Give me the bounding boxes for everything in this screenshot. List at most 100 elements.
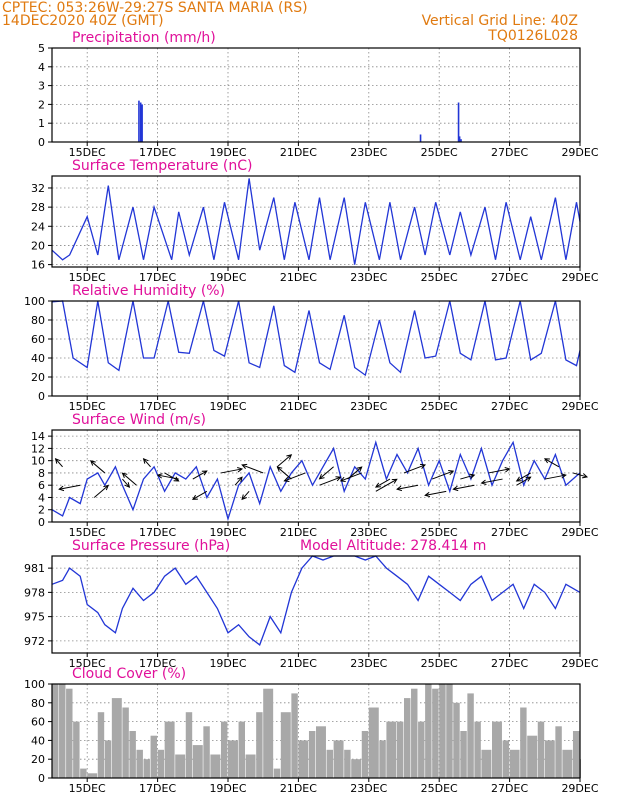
cloud-bar (425, 684, 432, 778)
cloud-xtick-label: 29DEC (561, 782, 598, 795)
pressure-title: Surface Pressure (hPa) (72, 538, 230, 554)
wind-vector (192, 470, 208, 480)
wind-vector (284, 472, 306, 482)
cloud-xtick-label: 17DEC (139, 782, 176, 795)
wind-vector (544, 458, 560, 468)
wind-vector (90, 460, 106, 474)
wind-vector-head (241, 463, 248, 469)
cloud-bar (87, 773, 98, 778)
precip-xtick-label: 19DEC (209, 146, 246, 159)
precip-ytick-label: 0 (38, 136, 45, 149)
rh-xtick-label: 29DEC (561, 400, 598, 413)
temp-ytick-label: 16 (31, 259, 45, 272)
temp-ytick-label: 28 (31, 201, 45, 214)
cloud-bar (368, 707, 379, 778)
pressure-xtick-label: 25DEC (421, 657, 458, 670)
rh-xtick-label: 21DEC (280, 400, 317, 413)
wind-vector-head (237, 476, 243, 483)
pressure-xtick-label: 19DEC (209, 657, 246, 670)
cloud-bar (439, 684, 446, 778)
header-model: TQ0126L028 (487, 28, 578, 44)
wind-vector (143, 458, 151, 468)
precip-bar (141, 104, 143, 142)
wind-vector-head (54, 457, 61, 464)
wind-vector (340, 472, 362, 482)
cloud-bar (432, 688, 439, 778)
wind-xtick-label: 15DEC (69, 526, 106, 539)
wind-vector (192, 490, 208, 500)
wind-vector-head (173, 476, 180, 482)
wind-ytick-label: 8 (38, 467, 45, 480)
precip-bar (139, 102, 142, 142)
header-date: 14DEC2020 40Z (GMT) (2, 13, 164, 29)
temp-panel: 16 20 24 28 32 15DEC 17DEC 19DEC 21DEC 23DEC 25DEC… (31, 158, 599, 284)
cloud-bar (411, 688, 418, 778)
temp-xtick-label: 27DEC (491, 271, 528, 284)
cloud-bar (280, 712, 291, 778)
precip-ytick-label: 1 (38, 117, 45, 130)
cloud-bar (351, 759, 362, 778)
temp-xtick-label: 17DEC (139, 271, 176, 284)
pressure-frame (51, 555, 581, 654)
wind-vector-head (121, 472, 128, 478)
wind-xtick-label: 21DEC (280, 526, 317, 539)
pressure-xtick-label: 27DEC (491, 657, 528, 670)
rh-series-line (51, 300, 581, 377)
rh-xtick-label: 23DEC (350, 400, 387, 413)
wind-vector-head (241, 494, 247, 501)
pressure-xtick-label: 21DEC (280, 657, 317, 670)
wind-vector-head (374, 482, 381, 488)
cloud-bar (333, 740, 344, 778)
rh-xtick-label: 19DEC (209, 400, 246, 413)
wind-xtick-label: 25DEC (421, 526, 458, 539)
temp-xtick-label: 19DEC (209, 271, 246, 284)
wind-vector (277, 466, 292, 480)
cloud-bar (104, 740, 112, 778)
temp-ytick-label: 24 (31, 220, 45, 233)
cloud-bar (572, 731, 580, 778)
wind-vector (220, 468, 243, 474)
wind-vector (122, 478, 130, 488)
cloud-bar (59, 684, 66, 778)
wind-vector (403, 464, 426, 474)
rh-title: Relative Humidity (%) (72, 283, 225, 299)
wind-vector (375, 478, 398, 492)
cloud-bar (418, 721, 425, 778)
precip-panel: 0 1 2 3 4 5 15DEC 17DEC 19DEC 21DEC 23DEC 25DEC 27DE… (38, 30, 599, 159)
cloud-bar (492, 721, 502, 778)
cloud-bar (164, 721, 175, 778)
cloud-xtick-label: 19DEC (209, 782, 246, 795)
wind-vector (157, 474, 179, 480)
wind-vector (375, 478, 391, 488)
precip-title: Precipitation (mm/h) (72, 30, 216, 46)
cloud-bar (291, 693, 298, 778)
wind-vector (164, 472, 179, 482)
cloud-ytick-label: 20 (31, 753, 45, 766)
wind-vector-head (103, 484, 110, 491)
precip-bar (458, 136, 461, 142)
pressure-ytick-label: 978 (24, 586, 45, 599)
precip-bar (138, 100, 140, 142)
cloud-bar (129, 731, 136, 778)
cloud-ytick-label: 0 (38, 772, 45, 785)
wind-vector (488, 468, 510, 474)
pressure-xtick-label: 17DEC (139, 657, 176, 670)
wind-vector-head (424, 491, 431, 498)
cloud-bar (361, 731, 369, 778)
cloud-bar (386, 721, 397, 778)
wind-xtick-label: 27DEC (491, 526, 528, 539)
cloud-bar (203, 726, 210, 778)
cloud-xtick-label: 15DEC (69, 782, 106, 795)
temp-title: Surface Temperature (nC) (72, 158, 253, 174)
wind-vector (544, 474, 566, 480)
pressure-series-line (51, 555, 581, 646)
pressure-xtick-label: 23DEC (350, 657, 387, 670)
wind-vector-head (396, 485, 403, 492)
cloud-bar (344, 749, 351, 778)
cloud-bar (228, 740, 238, 778)
temp-xtick-label: 23DEC (350, 271, 387, 284)
wind-vector-head (543, 458, 550, 464)
cloud-bar (446, 684, 453, 778)
rh-ytick-label: 20 (31, 371, 45, 384)
precip-frame (51, 47, 581, 143)
